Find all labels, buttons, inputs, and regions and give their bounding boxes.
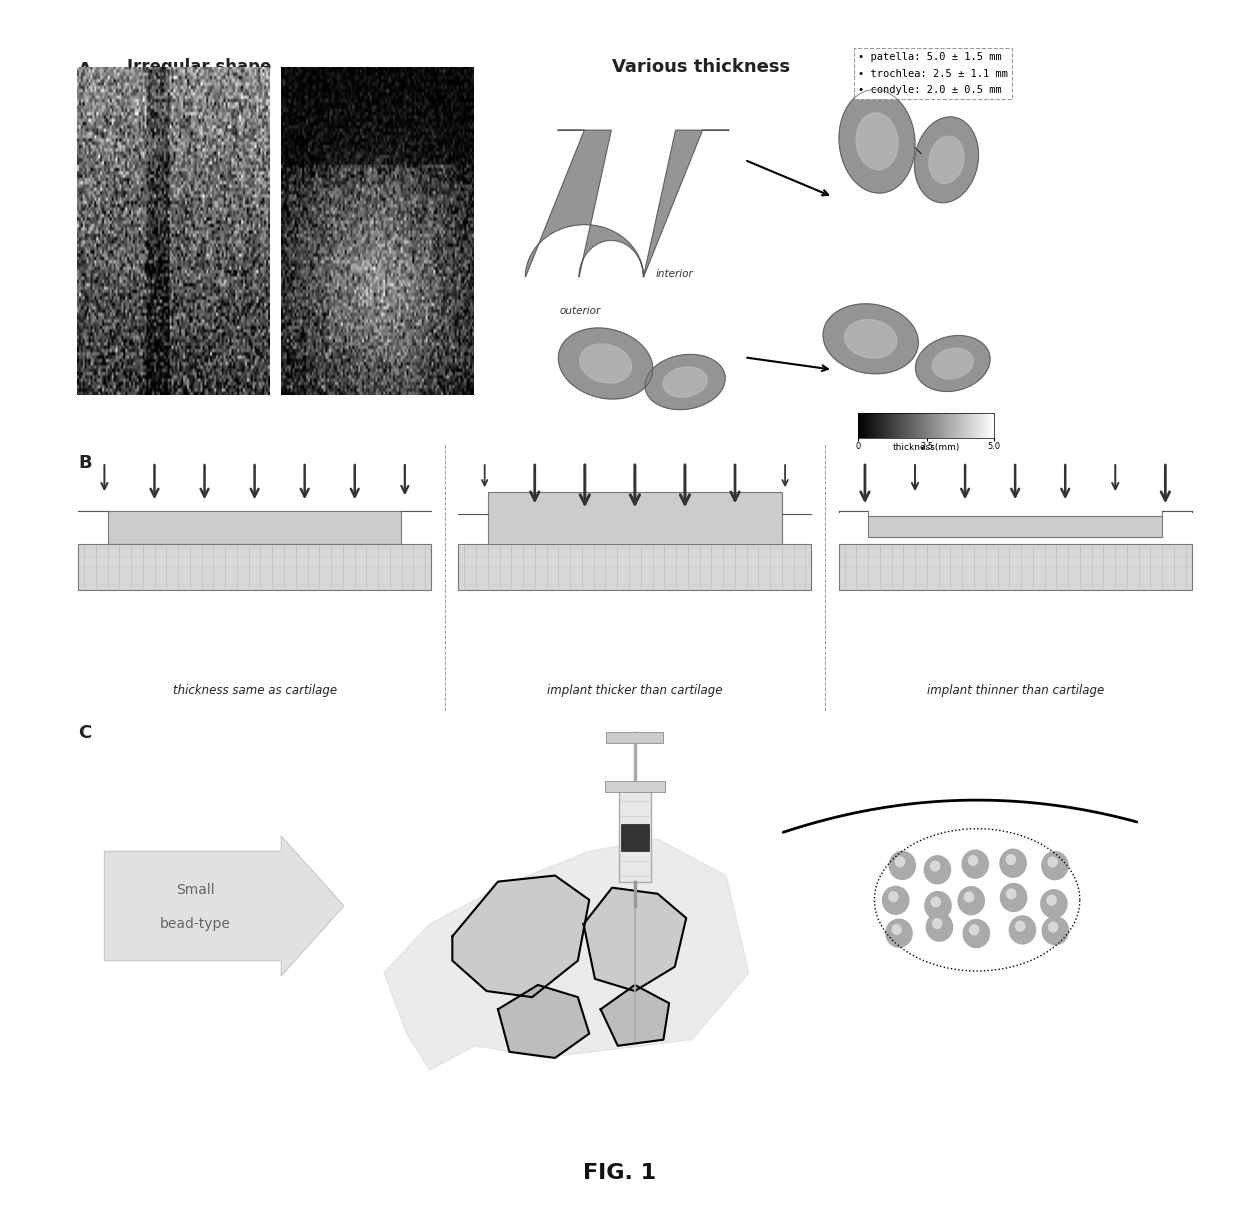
FancyBboxPatch shape	[606, 732, 663, 743]
Circle shape	[885, 919, 913, 947]
Polygon shape	[844, 320, 897, 358]
Circle shape	[883, 886, 909, 914]
Circle shape	[1009, 916, 1035, 944]
Circle shape	[1049, 922, 1058, 931]
Circle shape	[889, 891, 898, 901]
Polygon shape	[856, 113, 898, 170]
Text: outerior: outerior	[559, 306, 601, 316]
Circle shape	[925, 891, 951, 919]
FancyArrow shape	[104, 837, 343, 975]
Circle shape	[930, 861, 940, 871]
Polygon shape	[914, 117, 978, 203]
Polygon shape	[600, 985, 670, 1046]
Circle shape	[968, 856, 977, 866]
Circle shape	[931, 897, 940, 907]
Circle shape	[1016, 922, 1024, 931]
Circle shape	[1047, 895, 1056, 905]
FancyBboxPatch shape	[78, 544, 432, 590]
Polygon shape	[932, 348, 973, 379]
Circle shape	[1040, 890, 1066, 918]
Text: Irregular shape: Irregular shape	[128, 58, 272, 77]
Polygon shape	[645, 354, 725, 410]
Text: C: C	[78, 724, 92, 742]
Circle shape	[1043, 917, 1069, 945]
Text: bead-type: bead-type	[160, 917, 231, 931]
Circle shape	[892, 924, 901, 934]
FancyBboxPatch shape	[868, 516, 1162, 537]
Circle shape	[963, 919, 990, 947]
Circle shape	[1007, 889, 1016, 899]
Text: • patella: 5.0 ± 1.5 mm
• trochlea: 2.5 ± 1.1 mm
• condyle: 2.0 ± 0.5 mm: • patella: 5.0 ± 1.5 mm • trochlea: 2.5 …	[858, 52, 1008, 95]
Circle shape	[1001, 884, 1027, 912]
Text: A: A	[78, 61, 92, 79]
Polygon shape	[453, 876, 589, 997]
Circle shape	[1006, 855, 1016, 865]
FancyBboxPatch shape	[605, 781, 665, 792]
Circle shape	[895, 857, 905, 867]
Circle shape	[999, 849, 1027, 877]
Polygon shape	[663, 367, 707, 398]
Text: implant thicker than cartilage: implant thicker than cartilage	[547, 683, 723, 697]
Circle shape	[1048, 857, 1058, 867]
Text: interior: interior	[656, 269, 694, 280]
Polygon shape	[579, 344, 631, 383]
Circle shape	[1042, 851, 1068, 879]
Polygon shape	[498, 985, 589, 1058]
FancyBboxPatch shape	[489, 492, 781, 547]
FancyBboxPatch shape	[619, 784, 651, 882]
Circle shape	[924, 856, 951, 884]
Polygon shape	[823, 304, 919, 373]
Text: B: B	[78, 454, 92, 472]
Polygon shape	[584, 888, 686, 991]
FancyBboxPatch shape	[108, 511, 402, 544]
Polygon shape	[526, 130, 729, 277]
FancyBboxPatch shape	[621, 824, 649, 851]
Circle shape	[889, 851, 915, 879]
Polygon shape	[929, 136, 963, 184]
Text: thickness same as cartilage: thickness same as cartilage	[172, 683, 337, 697]
FancyBboxPatch shape	[838, 544, 1192, 590]
Polygon shape	[384, 839, 749, 1070]
FancyBboxPatch shape	[459, 544, 811, 590]
Circle shape	[962, 850, 988, 878]
Circle shape	[959, 886, 985, 914]
Polygon shape	[839, 90, 915, 193]
Circle shape	[965, 893, 973, 902]
Text: thickness(mm): thickness(mm)	[893, 443, 960, 451]
Circle shape	[970, 925, 978, 935]
Text: Various thickness: Various thickness	[613, 58, 790, 77]
Circle shape	[932, 918, 941, 928]
Text: Small: Small	[176, 883, 215, 897]
Text: implant thinner than cartilage: implant thinner than cartilage	[926, 683, 1104, 697]
Text: FIG. 1: FIG. 1	[584, 1164, 656, 1183]
Polygon shape	[915, 336, 990, 392]
Polygon shape	[558, 328, 652, 399]
Circle shape	[926, 913, 952, 941]
